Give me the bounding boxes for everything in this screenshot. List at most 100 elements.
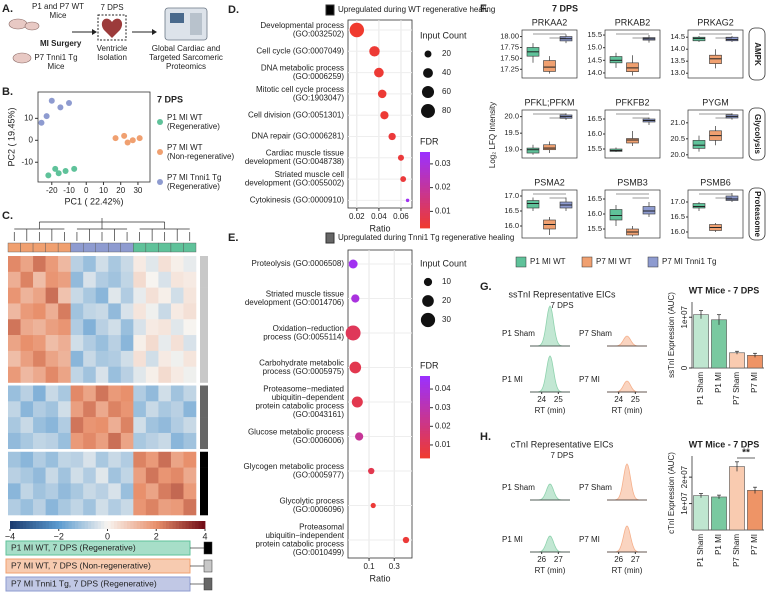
heatmap-cell [170, 432, 184, 450]
bar-title: WT Mice - 7 DPS [689, 285, 760, 295]
legend-cluster [203, 541, 213, 555]
schematic-text: Proteomics [166, 62, 206, 71]
size-legend-dot [421, 85, 435, 99]
term-label: ubiquitin−independent [265, 531, 344, 540]
heatmap-cell [183, 401, 197, 418]
colorbar-segment [420, 397, 430, 401]
colorbar-segment [420, 447, 430, 451]
size-legend-dot [422, 295, 434, 307]
colorbar-segment [420, 389, 430, 393]
term-label: Proteasome−mediated [263, 384, 344, 393]
eic-label: P1 Sham [502, 329, 535, 338]
heatmap-cell [145, 451, 159, 468]
column-group [108, 242, 122, 253]
heatmap-cell [70, 303, 84, 320]
term-label: Glycolytic process [280, 496, 344, 505]
term-label: process (GO:0005975) [263, 367, 345, 376]
heatmap-cell [83, 256, 97, 273]
colorbar-segment [420, 152, 430, 155]
heatmap-cell [120, 467, 134, 484]
heatmap-cell [120, 417, 134, 434]
column-group [170, 242, 184, 253]
heatmap-cell [145, 401, 159, 418]
plot-title: PSMB6 [700, 177, 731, 187]
term-label: Proteasomal [299, 522, 344, 531]
heatmap-cell [83, 366, 97, 383]
heatmap-cell [20, 335, 34, 352]
heatmap-cell [20, 271, 34, 288]
heatmap-cell [33, 499, 46, 516]
heatmap-cell [170, 385, 184, 402]
panel-label: F. [480, 3, 489, 15]
x-tick-label: P1 MI [714, 534, 723, 555]
heatmap-cell [183, 256, 197, 273]
colorbar-segment [420, 376, 430, 380]
colorbar-label: −4 [5, 531, 15, 541]
dot [348, 259, 358, 269]
point [66, 99, 73, 106]
colorbar-segment [101, 521, 105, 529]
colorbar-segment [153, 521, 157, 529]
panel-label: G. [480, 281, 492, 293]
heatmap-cell [33, 287, 46, 304]
heatmap-cell [158, 271, 172, 288]
y-tick-label: 15.5 [587, 144, 602, 153]
x-tick-label: 0.3 [389, 562, 401, 571]
row-cluster [200, 350, 208, 367]
box [543, 60, 556, 72]
heatmap-cell [8, 417, 21, 434]
legend-swatch [515, 256, 527, 268]
colorbar-segment [420, 177, 430, 181]
column-group [183, 242, 197, 253]
eic-label: P1 Sham [502, 483, 535, 492]
schematic-text: Global Cardiac and [152, 44, 220, 53]
legend-title: Input Count [420, 30, 467, 40]
dot [380, 111, 389, 120]
heatmap-cell [158, 366, 172, 383]
y-tick-label: 18.00 [500, 32, 519, 41]
panel-title: ssTnI Representative EICs [508, 289, 616, 299]
heatmap-cell [133, 417, 147, 434]
heatmap-cell [83, 467, 97, 484]
y-tick-label: 14.5 [670, 32, 685, 41]
heatmap-cell [70, 335, 84, 352]
heatmap-cell [133, 350, 147, 367]
colorbar-segment [182, 521, 186, 529]
heatmap-cell [58, 319, 71, 336]
heatmap-cell [45, 271, 59, 288]
heatmap-cell [170, 467, 184, 484]
colorbar-segment [420, 430, 430, 434]
heatmap-cell [120, 335, 134, 352]
y-axis-label: ssTnI Expression (AUC) [667, 292, 676, 378]
section-label: AMPK [753, 42, 762, 66]
dot [369, 46, 380, 57]
colorbar-segment [26, 521, 30, 529]
panel-label: D. [228, 4, 239, 16]
heatmap-cell [183, 417, 197, 434]
arrow-head [92, 29, 97, 35]
colorbar-label: 0.04 [435, 384, 451, 393]
heatmap-cell [158, 432, 172, 450]
y-tick-label: 16.5 [670, 212, 685, 221]
term-label: process (GO:0055114) [263, 332, 344, 341]
y-tick-label: 13.5 [670, 56, 685, 65]
eic-peak [530, 535, 570, 553]
heatmap-cell [108, 432, 122, 450]
schematic-text: Isolation [97, 53, 127, 62]
heatmap-cell [83, 271, 97, 288]
legend-title: Input Count [420, 258, 467, 268]
legend-label: P7 MI Tnni1 Tg [167, 173, 221, 182]
y-tick-label: 15.0 [587, 43, 602, 52]
colorbar-segment [420, 378, 430, 382]
y-tick-label: 1e+07 [680, 305, 689, 328]
row-cluster [200, 467, 208, 484]
heatmap-cell [95, 271, 109, 288]
colorbar-segment [127, 521, 131, 529]
heatmap-cell [158, 319, 172, 336]
heatmap-cell [108, 401, 122, 418]
term-label: (GO:0006006) [293, 436, 344, 445]
heatmap-cell [33, 256, 46, 273]
schematic-text: Mice [48, 62, 65, 71]
heatmap-cell [70, 287, 84, 304]
